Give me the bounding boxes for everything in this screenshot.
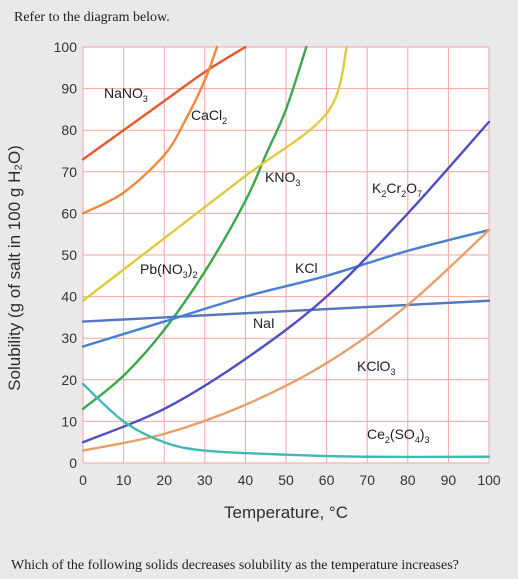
question-text: Which of the following solids decreases …: [11, 558, 459, 573]
y-axis-title: Solubility (g of salt in 100 g H₂O): [5, 145, 24, 391]
x-tick-labels: 0 10 20 30 40 50 60 70 80 90 100: [79, 472, 501, 488]
y-tick-label-3: 30: [61, 330, 77, 346]
series-lines: [81, 45, 491, 459]
y-tick-label-2: 20: [61, 372, 77, 388]
x-tick-label-10: 100: [477, 472, 501, 488]
x-tick-label-3: 30: [197, 472, 213, 488]
x-tick-label-0: 0: [79, 472, 87, 488]
label-kcl: KCl: [295, 260, 318, 276]
x-tick-label-4: 40: [238, 472, 254, 488]
question-prompt: Refer to the diagram below.: [14, 10, 170, 25]
label-ce2so43: Ce2(SO4)3: [367, 426, 430, 445]
series-line-cacl--1: [81, 45, 219, 215]
y-tick-label-10: 100: [54, 39, 78, 55]
label-pbno32: Pb(NO3)2: [140, 261, 198, 280]
series-line-nano--0: [81, 45, 247, 161]
y-tick-label-1: 10: [61, 413, 77, 429]
x-tick-label-1: 10: [116, 472, 132, 488]
y-tick-label-6: 60: [61, 205, 77, 221]
x-axis-title: Temperature, °C: [224, 503, 348, 522]
x-tick-label-7: 70: [359, 472, 375, 488]
x-tick-label-6: 60: [319, 472, 335, 488]
y-tick-label-5: 50: [61, 247, 77, 263]
label-kno3: KNO3: [265, 169, 300, 188]
series-line-k-cr-o--6: [81, 120, 491, 444]
y-tick-label-8: 80: [61, 122, 77, 138]
x-tick-label-2: 20: [156, 472, 172, 488]
series-line-kcl-5: [81, 228, 491, 348]
label-nano3: NaNO3: [104, 85, 148, 104]
label-nai: NaI: [253, 315, 275, 331]
series-line-ce-so--8: [81, 382, 491, 459]
y-tick-labels: 0 10 20 30 40 50 60 70 80 90 100: [54, 39, 78, 471]
y-tick-label-4: 40: [61, 289, 77, 305]
series-line-kclo--7: [81, 228, 491, 452]
label-cacl2: CaCl2: [191, 107, 227, 126]
series-line-kno--2: [81, 45, 308, 411]
x-tick-label-8: 80: [400, 472, 416, 488]
y-tick-label-7: 70: [61, 164, 77, 180]
y-tick-label-9: 90: [61, 81, 77, 97]
x-tick-label-5: 50: [278, 472, 294, 488]
x-tick-label-9: 90: [441, 472, 457, 488]
series-line-pb-no--3: [81, 45, 349, 302]
label-kclo3: KClO3: [357, 358, 395, 377]
label-k2cr2o7: K2Cr2O7: [372, 180, 422, 199]
grid: [82, 46, 490, 464]
y-tick-label-0: 0: [69, 455, 77, 471]
series-line-nai-4: [81, 299, 491, 323]
